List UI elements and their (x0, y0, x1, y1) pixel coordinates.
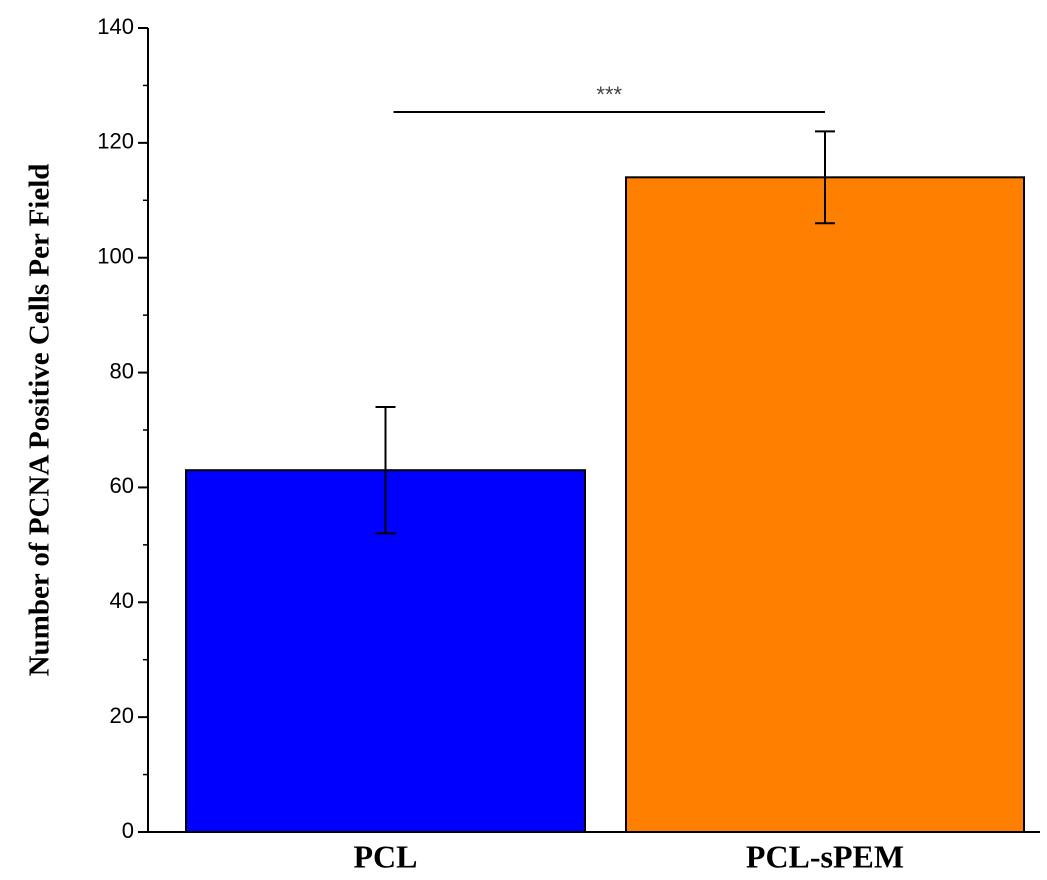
bar (625, 176, 1025, 834)
significance-label: *** (596, 82, 622, 107)
y-tick-label: 20 (110, 703, 134, 728)
y-tick-label: 0 (122, 818, 134, 843)
y-tick-label: 120 (97, 129, 134, 154)
y-tick-label: 40 (110, 588, 134, 613)
y-axis-title: Number of PCNA Positive Cells Per Field (24, 164, 56, 677)
y-tick-label: 100 (97, 244, 134, 269)
x-tick-label: PCL-sPEM (746, 838, 904, 874)
y-tick-label: 140 (97, 14, 134, 39)
y-tick-label: 80 (110, 358, 134, 383)
x-tick-label: PCL (354, 838, 418, 874)
y-tick-label: 60 (110, 473, 134, 498)
